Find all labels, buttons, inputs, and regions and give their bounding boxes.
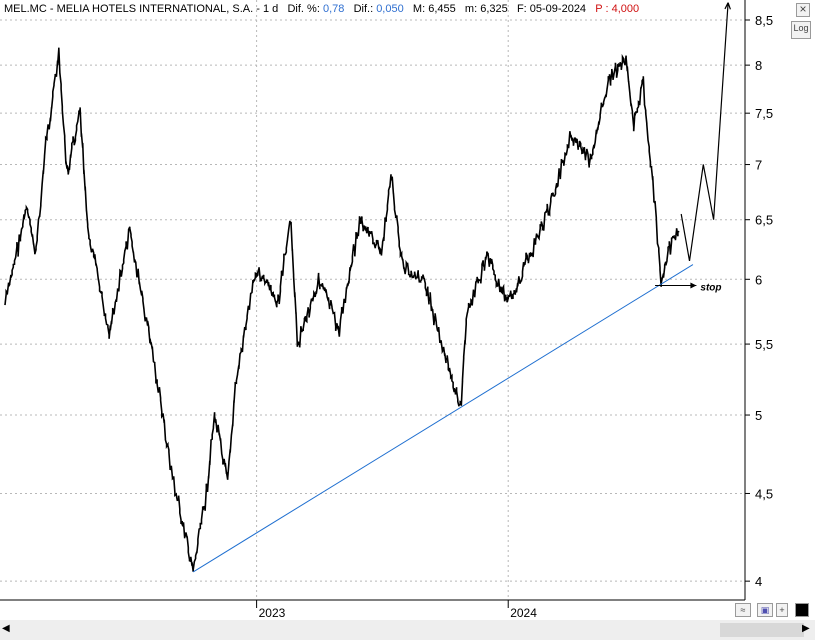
scroll-right-icon[interactable]: ▶ bbox=[802, 623, 810, 634]
min-label: m: bbox=[464, 3, 478, 15]
price-label: P : bbox=[595, 3, 609, 15]
projection-arrow-head bbox=[724, 2, 731, 10]
y-tick-label: 5 bbox=[755, 408, 762, 423]
axes: 4 4,5 5 5,5 6 6,5 7 7,5 8 8,5 2023 2024 bbox=[0, 0, 773, 620]
support-trendline bbox=[192, 264, 694, 573]
y-tick-label: 7,5 bbox=[755, 106, 773, 121]
x-tick-label: 2024 bbox=[510, 606, 537, 620]
zoom-icon[interactable]: ≈ bbox=[735, 603, 751, 617]
y-tick-label: 4 bbox=[755, 574, 762, 589]
y-tick-label: 8 bbox=[755, 58, 762, 73]
dif-label: Dif.: bbox=[353, 3, 374, 15]
scroll-left-icon[interactable]: ◀ bbox=[2, 623, 10, 634]
chart-header: MEL.MC - MELIA HOTELS INTERNATIONAL, S.A… bbox=[4, 3, 640, 15]
max-label: M: bbox=[412, 3, 426, 15]
y-tick-label: 7 bbox=[755, 158, 762, 173]
min-value: 6,325 bbox=[480, 3, 508, 15]
period: 1 d bbox=[263, 3, 279, 15]
dif-value: 0,050 bbox=[376, 3, 404, 15]
save-icon[interactable]: ▣ bbox=[757, 603, 773, 617]
dif-pct-label: Dif. %: bbox=[287, 3, 320, 15]
y-tick-label: 5,5 bbox=[755, 337, 773, 352]
company-name: MELIA HOTELS INTERNATIONAL, S.A. bbox=[56, 3, 254, 15]
scroll-thumb[interactable] bbox=[720, 623, 804, 637]
x-tick-label: 2023 bbox=[259, 606, 286, 620]
stop-label: stop bbox=[700, 283, 721, 294]
symbol: MEL.MC bbox=[4, 3, 47, 15]
close-icon[interactable]: × bbox=[796, 3, 810, 17]
dif-pct-value: 0,78 bbox=[322, 3, 345, 15]
expand-icon[interactable]: + bbox=[776, 603, 788, 617]
y-tick-label: 6,5 bbox=[755, 213, 773, 228]
price-line bbox=[4, 47, 680, 572]
date-label: F: bbox=[516, 3, 527, 15]
date-value: 05-09-2024 bbox=[529, 3, 587, 15]
y-tick-label: 8,5 bbox=[755, 13, 773, 28]
max-value: 6,455 bbox=[428, 3, 456, 15]
y-tick-label: 4,5 bbox=[755, 486, 773, 501]
y-tick-label: 6 bbox=[755, 272, 762, 287]
color-swatch-icon[interactable] bbox=[795, 603, 809, 617]
projection-path bbox=[680, 2, 729, 262]
annotations: stop bbox=[192, 2, 731, 573]
price-value: 4,000 bbox=[611, 3, 640, 15]
price-series bbox=[4, 47, 680, 572]
log-toggle-button[interactable]: Log bbox=[791, 21, 811, 39]
grid bbox=[0, 0, 745, 600]
stop-arrow-head bbox=[690, 282, 697, 289]
horizontal-scrollbar[interactable]: ◀ ▶ bbox=[0, 620, 815, 640]
